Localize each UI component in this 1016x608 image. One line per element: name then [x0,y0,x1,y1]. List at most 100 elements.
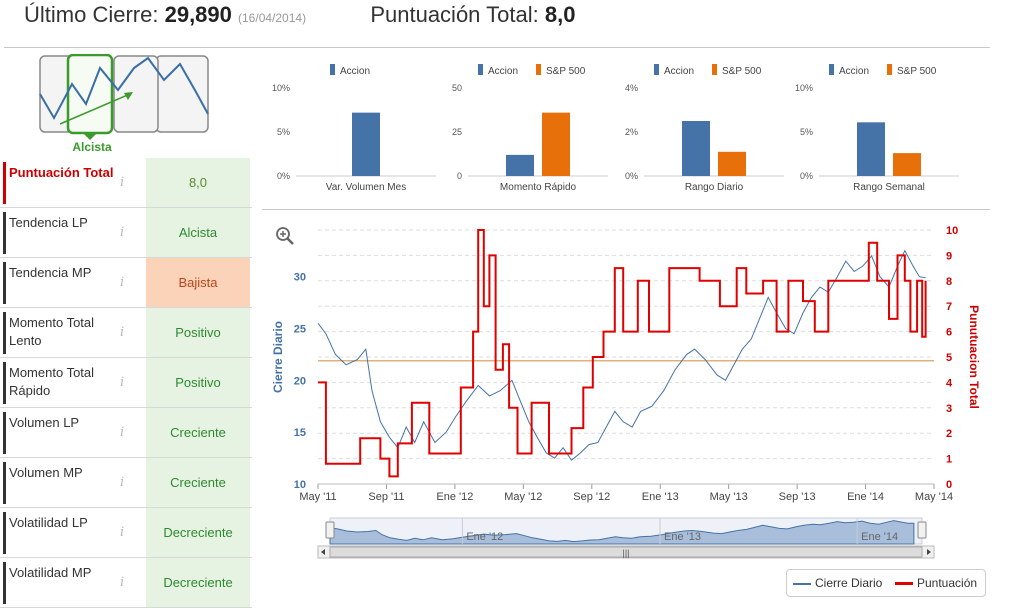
x-tick-label: Ene '12 [436,491,473,503]
indicator-row-momentum-fast: Momento Total Rápido i Positivo [0,358,252,408]
info-icon[interactable]: i [120,525,125,540]
legend-label: Puntuación [917,576,978,590]
legend-label: Accion [488,66,518,77]
bar[interactable] [718,151,746,176]
series-cierre-diario[interactable] [317,249,926,461]
indicator-row-momentum-slow: Momento Total Lento i Positivo [0,308,252,358]
y-right-tick-label: 8 [946,276,952,288]
bar[interactable] [682,121,710,176]
indicator-status: Creciente [146,408,250,457]
trend-indicator-icon[interactable] [38,54,210,158]
x-tick-label: Ene '13 [642,491,679,503]
bar[interactable] [893,153,921,176]
indicator-name: Volatilidad MP [9,565,92,580]
y-left-axis-label: Cierre Diario [271,321,285,393]
x-tick-label: Sep '11 [368,491,404,503]
x-category-label: Rango Diario [685,182,744,193]
last-close-label: Último Cierre: [24,2,159,27]
scroll-right-arrow-icon[interactable] [927,549,931,555]
y-right-axis-label: Punutuacion Total [967,305,981,409]
mini-chart-momentum-fast: Accion S&P 500 0 25 50 Momento Rápido [452,64,608,193]
trend-line [39,56,209,121]
header-divider [4,47,990,48]
bar[interactable] [352,112,380,176]
x-category-label: Var. Volumen Mes [326,182,406,193]
header: Último Cierre: 29,890 (16/04/2014) Puntu… [24,2,575,36]
section-divider [262,209,990,210]
info-icon[interactable]: i [120,325,125,340]
y-right-tick-label: 0 [946,479,952,491]
indicator-row-volatility-mp: Volatilidad MP i Decreciente [0,558,252,608]
legend-label: Accion [839,66,869,77]
info-icon[interactable]: i [120,575,125,590]
legend-label: S&P 500 [546,66,586,77]
bar[interactable] [542,112,570,176]
chart-legend: Cierre Diario Puntuación [786,569,986,597]
indicator-status: Decreciente [146,558,250,607]
info-icon[interactable]: i [120,425,125,440]
mini-chart-volume-month: Accion 0% 5% 10% Var. Volumen Mes [272,64,436,193]
indicator-name: Volumen LP [9,415,80,430]
indicator-list: Puntuación Total i 8,0 Tendencia LP i Al… [0,158,252,608]
indicator-status: Positivo [146,358,250,407]
navigator-handle[interactable] [917,521,927,539]
scrollbar-grip: ||| [622,548,629,558]
legend-swatch [887,64,892,75]
indicator-name: Volumen MP [9,465,83,480]
info-icon[interactable]: i [120,475,125,490]
x-category-label: Momento Rápido [500,182,577,193]
indicator-row-trend-lp: Tendencia LP i Alcista [0,208,252,258]
info-icon[interactable]: i [120,375,125,390]
y-tick-label: 0% [800,171,813,181]
zoom-in-icon[interactable] [275,226,295,246]
info-icon[interactable]: i [120,225,125,240]
x-tick-label: Ene '14 [847,491,884,503]
y-tick-label: 2% [625,127,638,137]
indicator-status: Bajista [146,258,250,307]
navigator-label: Ene '13 [664,531,701,543]
legend-swatch [536,64,541,75]
y-tick-label: 0 [457,171,462,181]
navigator-label: Ene '12 [466,531,503,543]
legend-swatch [712,64,717,75]
indicator-status: 8,0 [146,158,250,207]
legend-swatch [478,64,483,75]
y-tick-label: 10% [272,83,290,93]
indicator-row-total-score: Puntuación Total i 8,0 [0,158,252,208]
indicator-row-volatility-lp: Volatilidad LP i Decreciente [0,508,252,558]
legend-swatch [654,64,659,75]
indicator-name: Tendencia MP [9,265,92,280]
y-tick-label: 5% [277,127,290,137]
y-right-tick-label: 1 [946,454,952,466]
series-puntuacion[interactable] [318,229,927,478]
navigator-handle[interactable] [325,521,335,539]
y-left-tick-label: 25 [294,323,306,335]
indicator-status: Alcista [146,208,250,257]
indicator-name: Momento Total Lento [9,315,95,348]
x-tick-label: May '11 [299,491,336,503]
legend-item-close[interactable]: Cierre Diario [793,576,882,590]
y-tick-label: 0% [277,171,290,181]
mini-chart-daily-range: Accion S&P 500 0% 2% 4% Rango Diario [625,64,784,193]
y-right-tick-label: 9 [946,250,952,262]
info-icon[interactable]: i [120,175,125,190]
bar[interactable] [506,154,534,176]
scroll-left-arrow-icon[interactable] [321,549,325,555]
info-icon[interactable]: i [120,275,125,290]
indicator-status: Decreciente [146,508,250,557]
indicator-row-trend-mp: Tendencia MP i Bajista [0,258,252,308]
y-right-tick-label: 7 [946,301,952,313]
trend-label: Alcista [72,140,112,154]
indicator-row-volume-lp: Volumen LP i Creciente [0,408,252,458]
y-left-tick-label: 10 [294,479,306,491]
bar[interactable] [857,122,885,176]
y-right-tick-label: 2 [946,428,952,440]
indicator-row-volume-mp: Volumen MP i Creciente [0,458,252,508]
total-score-value: 8,0 [544,2,576,27]
scrollbar-thumb[interactable] [329,546,923,558]
indicator-name: Puntuación Total [9,165,114,180]
legend-item-score[interactable]: Puntuación [895,576,977,590]
legend-label: S&P 500 [897,66,937,77]
range-navigator[interactable]: Ene '12 Ene '13 Ene '14 ||| [316,514,936,560]
y-tick-label: 50 [452,83,462,93]
